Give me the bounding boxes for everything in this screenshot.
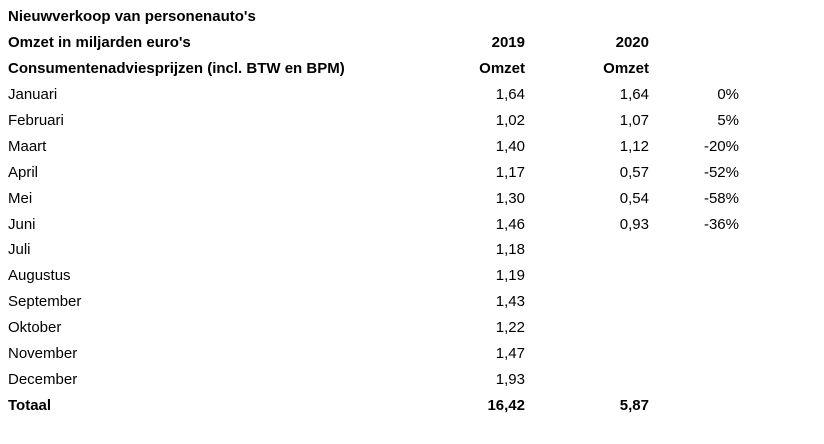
column-header-row: Consumentenadviesprijzen (incl. BTW en B… xyxy=(0,56,824,82)
value-2019: 1,02 xyxy=(495,112,525,129)
value-2019: 1,17 xyxy=(495,164,525,181)
header-year-2020: 2020 xyxy=(615,34,649,51)
change-percent xyxy=(660,237,739,263)
change-percent: -36% xyxy=(703,216,739,233)
table-row: Juli 1,18 xyxy=(0,237,824,263)
table-subtitle: Omzet in miljarden euro's xyxy=(8,34,191,51)
month-label: November xyxy=(8,345,78,362)
month-label: Juli xyxy=(8,241,31,258)
month-label: Maart xyxy=(8,138,47,155)
table-title: Nieuwverkoop van personenauto's xyxy=(8,8,256,25)
month-label: Juni xyxy=(8,216,36,233)
total-2020: 5,87 xyxy=(619,397,649,414)
table-row: Augustus 1,19 xyxy=(0,263,824,289)
header-omzet-2019: Omzet xyxy=(479,60,525,77)
value-2020: 1,07 xyxy=(619,112,649,129)
subtitle-row: Omzet in miljarden euro's 2019 2020 xyxy=(0,30,824,56)
change-percent: -52% xyxy=(703,164,739,181)
value-2019: 1,64 xyxy=(495,86,525,103)
header-year-2019: 2019 xyxy=(491,34,525,51)
value-2019: 1,47 xyxy=(495,345,525,362)
value-2020 xyxy=(560,289,649,315)
table-row: Oktober 1,22 xyxy=(0,315,824,341)
table-row: Februari 1,02 1,07 5% xyxy=(0,108,824,134)
value-2019: 1,19 xyxy=(495,267,525,284)
change-percent: -20% xyxy=(703,138,739,155)
month-label: Oktober xyxy=(8,319,62,336)
value-2019: 1,46 xyxy=(495,216,525,233)
table-row: Mei 1,30 0,54 -58% xyxy=(0,186,824,212)
table-row: September 1,43 xyxy=(0,289,824,315)
change-percent xyxy=(660,263,739,289)
total-2019: 16,42 xyxy=(487,397,525,414)
header-omzet-2020: Omzet xyxy=(603,60,649,77)
value-2019: 1,30 xyxy=(495,190,525,207)
month-label: Januari xyxy=(8,86,58,103)
value-2019: 1,93 xyxy=(495,371,525,388)
total-label: Totaal xyxy=(8,397,52,414)
change-percent: 5% xyxy=(717,112,739,129)
value-2020: 0,57 xyxy=(619,164,649,181)
value-2020: 1,12 xyxy=(619,138,649,155)
value-2019: 1,18 xyxy=(495,241,525,258)
change-percent: -58% xyxy=(703,190,739,207)
value-2020 xyxy=(560,341,649,367)
change-percent xyxy=(660,367,739,393)
table-row: Januari 1,64 1,64 0% xyxy=(0,82,824,108)
month-label: Mei xyxy=(8,190,33,207)
table-row: Juni 1,46 0,93 -36% xyxy=(0,212,824,238)
total-row: Totaal 16,42 5,87 xyxy=(0,393,824,419)
price-note: Consumentenadviesprijzen (incl. BTW en B… xyxy=(8,60,345,77)
value-2019: 1,22 xyxy=(495,319,525,336)
table-row: Maart 1,40 1,12 -20% xyxy=(0,134,824,160)
change-percent xyxy=(660,315,739,341)
value-2019: 1,40 xyxy=(495,138,525,155)
value-2019: 1,43 xyxy=(495,293,525,310)
month-label: September xyxy=(8,293,82,310)
table-row: April 1,17 0,57 -52% xyxy=(0,160,824,186)
table-row: November 1,47 xyxy=(0,341,824,367)
title-row: Nieuwverkoop van personenauto's xyxy=(0,4,824,30)
month-label: December xyxy=(8,371,78,388)
value-2020: 1,64 xyxy=(619,86,649,103)
month-label: Februari xyxy=(8,112,64,129)
month-label: April xyxy=(8,164,39,181)
value-2020 xyxy=(560,367,649,393)
change-percent: 0% xyxy=(717,86,739,103)
value-2020: 0,93 xyxy=(619,216,649,233)
table-row: December 1,93 xyxy=(0,367,824,393)
month-label: Augustus xyxy=(8,267,71,284)
value-2020 xyxy=(560,263,649,289)
change-percent xyxy=(660,341,739,367)
value-2020 xyxy=(560,237,649,263)
value-2020 xyxy=(560,315,649,341)
change-percent xyxy=(660,289,739,315)
value-2020: 0,54 xyxy=(619,190,649,207)
